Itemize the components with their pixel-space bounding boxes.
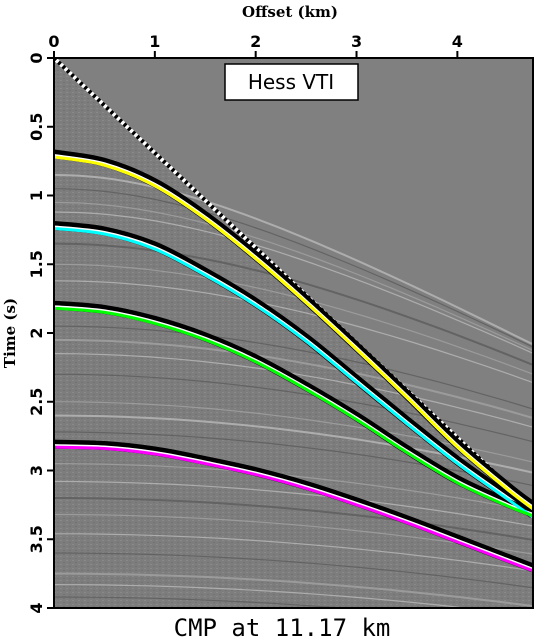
x-axis-title: Offset (km): [242, 3, 338, 21]
direct-arrival-event: [54, 58, 533, 511]
texture-line: [54, 263, 533, 375]
texture-line: [54, 201, 533, 352]
series-line-2: [54, 227, 533, 519]
texture-line: [54, 431, 533, 487]
y-tick-label: 0.5: [27, 113, 46, 141]
y-axis-ticks: 0 0.5 1 1.5 2 2.5 3 3.5 4: [27, 52, 54, 614]
texture-line: [54, 373, 533, 443]
x-tick-label: 4: [452, 32, 463, 51]
texture-line: [54, 533, 533, 572]
texture-line: [54, 188, 533, 348]
y-axis-title: Time (s): [1, 298, 19, 368]
y-tick-label: 2: [27, 327, 46, 338]
figure-caption: CMP at 11.17 km: [174, 614, 391, 641]
texture-line: [54, 497, 533, 541]
x-tick-label: 3: [351, 32, 362, 51]
texture-line: [54, 338, 533, 419]
y-tick-label: 3: [27, 465, 46, 476]
y-tick-label: 4: [27, 602, 46, 613]
texture-line: [54, 353, 533, 428]
texture-line: [54, 480, 533, 527]
texture-line: [54, 242, 533, 366]
y-tick-label: 0: [27, 52, 46, 63]
x-tick-label: 2: [250, 32, 261, 51]
series-line-3: [54, 306, 533, 518]
annotation-box: Hess VTI: [224, 63, 359, 101]
x-tick-label: 1: [149, 32, 160, 51]
y-tick-label: 1: [27, 190, 46, 201]
x-axis-ticks: 0 1 2 3 4: [48, 32, 463, 58]
texture-line: [54, 463, 533, 512]
x-tick-label: 0: [48, 32, 59, 51]
y-tick-label: 2.5: [27, 388, 46, 416]
y-tick-label: 3.5: [27, 525, 46, 553]
y-tick-label: 1.5: [27, 250, 46, 278]
series-line-4: [54, 445, 533, 573]
texture-line: [54, 596, 349, 608]
texture-line: [54, 211, 533, 354]
texture-lines: [54, 173, 533, 608]
texture-line: [54, 572, 533, 608]
texture-line: [54, 325, 533, 410]
annotation-label: Hess VTI: [248, 70, 334, 94]
series-line-1: [54, 155, 533, 511]
texture-line: [54, 173, 533, 346]
moveout-curves: [54, 155, 533, 573]
texture-line: [54, 552, 533, 589]
texture-line: [54, 280, 533, 384]
texture-line: [54, 584, 471, 608]
